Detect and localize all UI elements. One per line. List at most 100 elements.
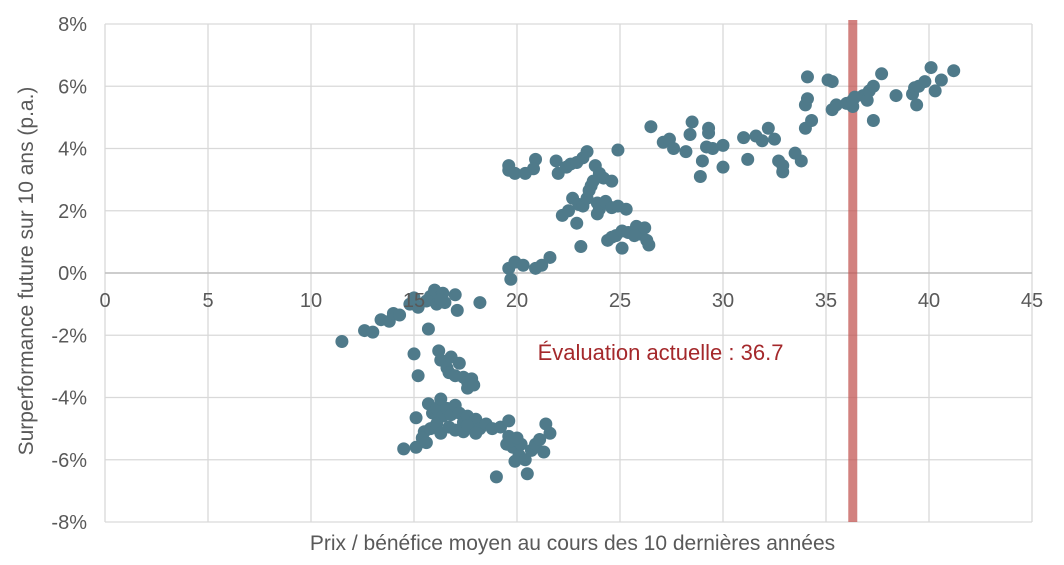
data-point bbox=[611, 143, 625, 157]
data-point bbox=[667, 142, 681, 155]
data-point bbox=[473, 296, 487, 310]
data-point bbox=[518, 453, 532, 467]
data-point bbox=[461, 419, 475, 433]
data-point bbox=[761, 121, 775, 135]
data-point bbox=[450, 303, 464, 317]
data-point bbox=[504, 272, 518, 286]
data-point bbox=[800, 92, 814, 106]
data-point bbox=[508, 166, 522, 180]
data-point bbox=[535, 258, 549, 272]
data-point bbox=[526, 162, 540, 176]
x-tick-label: 25 bbox=[609, 290, 631, 312]
data-point bbox=[586, 174, 600, 188]
data-point bbox=[825, 75, 839, 89]
x-tick-label: 5 bbox=[202, 290, 213, 312]
data-point bbox=[627, 229, 641, 243]
data-point bbox=[434, 292, 448, 306]
data-point bbox=[533, 433, 547, 447]
x-tick-label: 10 bbox=[300, 290, 322, 312]
data-point bbox=[875, 67, 889, 81]
data-point bbox=[716, 160, 730, 174]
y-tick-label: -6% bbox=[51, 450, 87, 472]
data-point bbox=[702, 126, 716, 140]
x-tick-label: 0 bbox=[99, 290, 110, 312]
data-point bbox=[397, 442, 411, 456]
x-tick-label: 45 bbox=[1021, 290, 1043, 312]
data-point bbox=[716, 138, 730, 152]
data-point bbox=[776, 159, 790, 173]
grid-lines bbox=[104, 23, 1033, 523]
data-point bbox=[409, 440, 423, 454]
data-point bbox=[889, 89, 903, 103]
y-tick-label: -4% bbox=[51, 388, 87, 410]
data-point bbox=[574, 240, 588, 254]
tick-labels: 0 5 10 15 20 25 30 35 40 45 -8% -6% -4% -2% 0% 2% 4% 6% 8% bbox=[51, 14, 1043, 534]
x-tick-label: 35 bbox=[815, 290, 837, 312]
data-point bbox=[644, 120, 658, 134]
data-point bbox=[580, 145, 594, 159]
y-tick-label: 6% bbox=[58, 76, 87, 98]
data-point bbox=[683, 127, 697, 141]
x-tick-label: 40 bbox=[918, 290, 940, 312]
data-point bbox=[411, 369, 425, 383]
data-point bbox=[366, 325, 380, 339]
data-point bbox=[605, 174, 619, 188]
data-point bbox=[516, 258, 530, 272]
data-point bbox=[335, 334, 349, 348]
data-point bbox=[685, 115, 699, 129]
data-point bbox=[642, 238, 656, 252]
x-tick-label: 20 bbox=[506, 290, 528, 312]
data-point bbox=[421, 322, 435, 336]
x-tick-label: 30 bbox=[712, 290, 734, 312]
data-points bbox=[335, 61, 961, 484]
y-tick-label: 4% bbox=[58, 139, 87, 161]
data-point bbox=[866, 113, 880, 127]
data-point bbox=[520, 467, 534, 481]
data-point bbox=[452, 356, 466, 370]
data-point bbox=[419, 436, 433, 450]
data-point bbox=[741, 152, 755, 166]
data-point bbox=[695, 154, 709, 168]
data-point bbox=[693, 170, 707, 184]
annotation-label: Évaluation actuelle : 36.7 bbox=[538, 340, 784, 365]
data-point bbox=[489, 470, 503, 484]
data-point bbox=[619, 202, 633, 216]
data-point bbox=[543, 250, 557, 264]
data-point bbox=[768, 132, 781, 146]
data-point bbox=[510, 431, 524, 445]
data-point bbox=[562, 204, 575, 218]
data-point bbox=[434, 392, 448, 406]
data-point bbox=[755, 134, 769, 148]
data-point bbox=[467, 378, 481, 392]
data-point bbox=[615, 241, 629, 255]
data-point bbox=[393, 308, 407, 322]
data-point bbox=[590, 207, 604, 221]
data-point bbox=[800, 70, 814, 84]
y-tick-label: 2% bbox=[58, 201, 87, 223]
data-point bbox=[570, 216, 584, 230]
data-point bbox=[928, 84, 942, 98]
y-tick-label: 0% bbox=[58, 263, 87, 285]
y-tick-label: -8% bbox=[51, 512, 87, 534]
data-point bbox=[409, 411, 423, 425]
data-point bbox=[407, 347, 421, 361]
y-tick-label: -2% bbox=[51, 325, 87, 347]
data-point bbox=[448, 288, 462, 302]
data-point bbox=[910, 98, 924, 112]
y-tick-label: 8% bbox=[58, 14, 87, 36]
data-point bbox=[934, 73, 948, 87]
data-point bbox=[537, 445, 551, 459]
data-point bbox=[469, 426, 483, 440]
data-point bbox=[947, 64, 961, 78]
data-point bbox=[918, 75, 932, 89]
data-point bbox=[805, 113, 819, 127]
data-point bbox=[679, 145, 693, 159]
data-point bbox=[866, 79, 880, 93]
data-point bbox=[638, 221, 652, 235]
data-point bbox=[549, 154, 563, 168]
data-point bbox=[794, 154, 808, 168]
data-point bbox=[543, 426, 557, 440]
data-point bbox=[502, 414, 516, 428]
